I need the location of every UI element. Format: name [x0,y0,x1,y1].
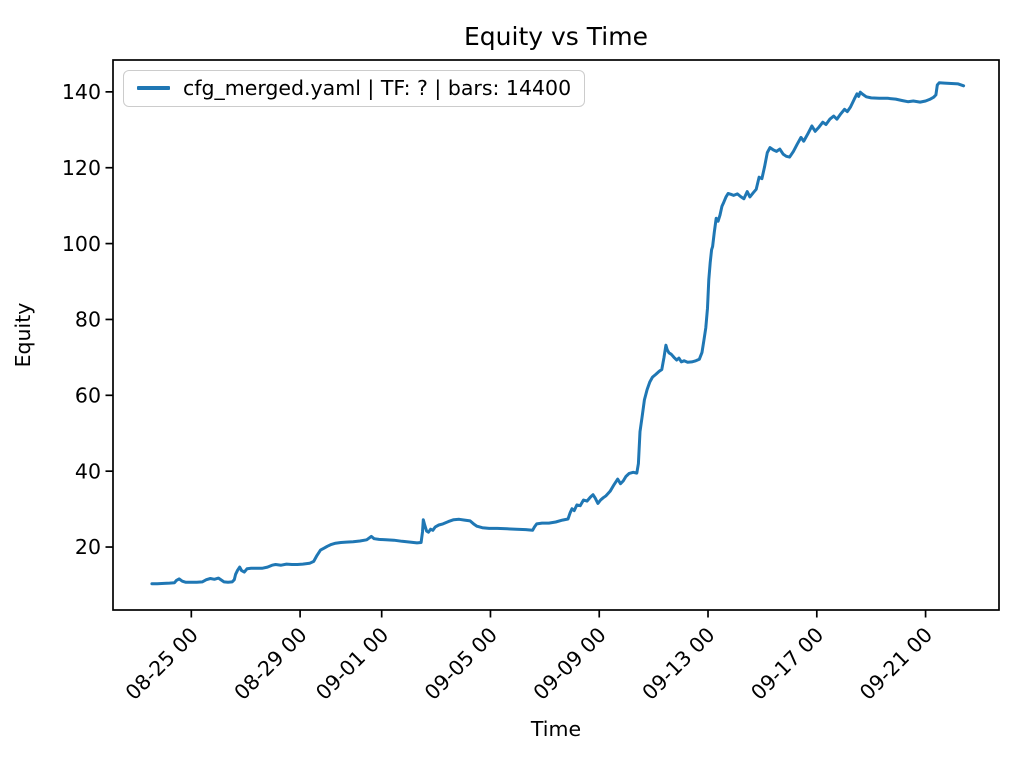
legend: cfg_merged.yaml | TF: ? | bars: 14400 [123,70,586,107]
x-tick-label: 09-09 00 [529,623,611,705]
x-tick-label: 08-25 00 [121,623,203,705]
x-tick-label: 09-13 00 [637,623,719,705]
y-axis-title: Equity [11,302,35,368]
legend-line-sample-icon [137,86,170,90]
equity-series-line [150,81,966,586]
y-tick-label: 140 [62,80,101,104]
x-tick-label: 09-05 00 [420,623,502,705]
axes-spines [112,59,1000,611]
y-tick-label: 20 [75,535,101,559]
y-tick-label: 80 [75,308,101,332]
x-tick-label: 09-01 00 [311,623,393,705]
x-tick-label: 08-29 00 [229,623,311,705]
legend-label: cfg_merged.yaml | TF: ? | bars: 14400 [183,76,572,100]
x-tick-label: 09-17 00 [746,623,828,705]
y-tick-label: 60 [75,383,101,407]
y-tick-label: 100 [62,232,101,256]
x-tick-label: 09-21 00 [855,623,937,705]
x-axis-title: Time [530,717,582,741]
y-tick-label: 40 [75,459,101,483]
chart-title: Equity vs Time [464,22,648,51]
y-tick-label: 120 [62,156,101,180]
